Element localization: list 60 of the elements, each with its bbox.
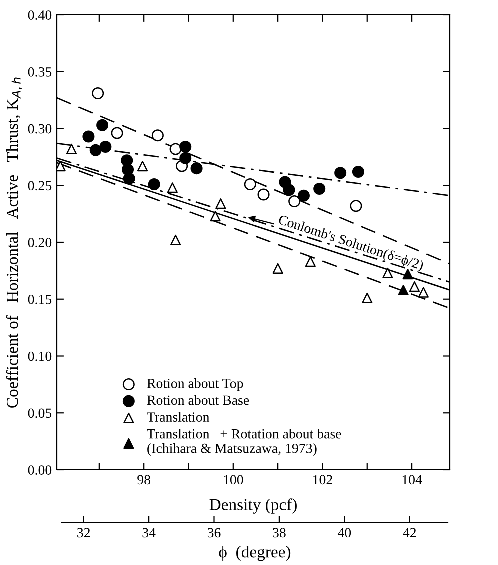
x2-tick-label: 40	[338, 528, 352, 538]
point	[82, 130, 95, 143]
x2-tick-label: 36	[208, 528, 221, 538]
point	[258, 188, 270, 201]
x2-tick-label: 38	[273, 528, 286, 538]
point	[152, 130, 164, 142]
x-tick-label: 104	[402, 475, 422, 485]
point	[288, 196, 301, 208]
y-tick-label: 0.35	[28, 67, 52, 77]
point	[90, 144, 102, 156]
y-tick-label: 0.00	[28, 466, 52, 476]
point	[137, 161, 148, 172]
point	[334, 167, 347, 180]
point	[167, 182, 178, 194]
y-tick-label: 0.20	[28, 238, 52, 248]
point	[96, 119, 109, 132]
y-tick-label: 0.15	[28, 294, 52, 304]
point	[352, 166, 364, 178]
x-tick-label: 98	[138, 475, 150, 485]
point	[418, 287, 429, 298]
point	[362, 292, 373, 304]
x2-tick-label: 34	[142, 528, 156, 538]
x2-tick-label: 42	[403, 528, 416, 538]
point	[170, 234, 182, 246]
y-tick-label: 0.25	[28, 181, 52, 191]
point	[283, 184, 296, 196]
point	[216, 198, 226, 210]
y-axis-title: Coefficient of Horizontal Active Thrust, K$_{A,h}$	[6, 78, 22, 408]
y-tick-label: 0.05	[28, 408, 52, 418]
x-axis-title: Density (pcf)	[210, 498, 297, 514]
x2-axis-title: ϕ (degree)	[219, 546, 291, 562]
point	[92, 87, 104, 100]
legend-label: Rotion about Base	[147, 395, 250, 406]
point	[350, 200, 362, 212]
point	[180, 152, 192, 164]
point	[314, 183, 326, 196]
x-tick-label: 102	[314, 475, 332, 485]
point	[244, 178, 256, 190]
point	[123, 172, 136, 185]
point	[409, 282, 420, 292]
point	[305, 256, 316, 268]
legend-label: Rotion about Top	[147, 378, 244, 392]
point	[398, 284, 409, 296]
point	[170, 143, 182, 156]
point	[190, 162, 203, 175]
point	[272, 263, 284, 274]
point	[180, 140, 192, 153]
point	[210, 211, 221, 222]
legend-label: Translation + Rotation about base (Ichihara & Matsuzawa, 1973)	[147, 428, 342, 456]
point	[111, 127, 124, 140]
x-tick-label: 100	[224, 475, 244, 485]
point	[148, 178, 160, 190]
y-tick-label: 0.30	[28, 124, 52, 134]
legend-label: Translation	[147, 412, 210, 422]
point	[66, 144, 78, 155]
point	[298, 190, 310, 202]
x2-tick-label: 32	[78, 528, 90, 538]
point	[100, 140, 112, 153]
y-tick-label: 0.40	[28, 10, 52, 20]
y-tick-label: 0.10	[28, 352, 52, 362]
